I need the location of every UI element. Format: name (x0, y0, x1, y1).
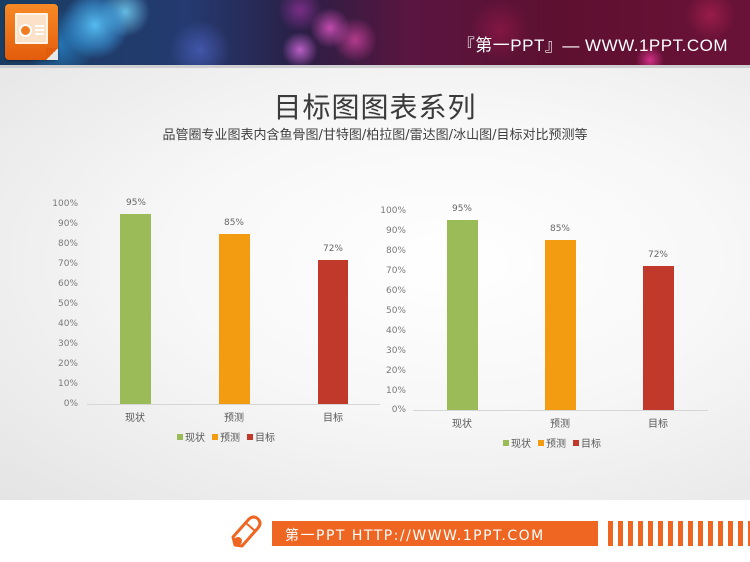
bar-mubiao (643, 266, 674, 410)
data-label: 72% (322, 244, 343, 254)
legend-item: 目标 (573, 435, 601, 450)
x-axis-line (413, 410, 708, 411)
y-tick: 80% (57, 239, 78, 249)
bar-yuce (545, 240, 576, 410)
category-label: 预测 (224, 413, 244, 424)
y-tick: 100% (52, 199, 78, 209)
y-tick: 60% (57, 279, 78, 289)
legend-item: 目标 (247, 429, 275, 444)
powerpoint-icon (5, 4, 58, 60)
y-tick: 10% (57, 379, 78, 389)
y-tick: 30% (57, 339, 78, 349)
y-tick: 70% (57, 259, 78, 269)
legend-item: 预测 (538, 435, 566, 450)
y-tick: 40% (57, 319, 78, 329)
bar-xianzhuang (120, 214, 151, 404)
y-tick: 20% (385, 366, 406, 376)
y-tick: 20% (57, 359, 78, 369)
data-label: 72% (647, 250, 668, 260)
y-tick: 70% (385, 266, 406, 276)
category-label: 目标 (648, 419, 668, 430)
category-label: 目标 (323, 413, 343, 424)
y-tick: 100% (380, 206, 406, 216)
pencil-icon (231, 515, 262, 548)
bar-mubiao (318, 260, 348, 404)
footer-stripes (608, 521, 750, 546)
y-tick: 0% (63, 399, 78, 409)
y-tick: 60% (385, 286, 406, 296)
category-label: 现状 (452, 419, 472, 430)
data-label: 95% (125, 198, 146, 208)
y-tick: 40% (385, 326, 406, 336)
legend-swatch-red (573, 439, 579, 446)
y-tick: 50% (57, 299, 78, 309)
category-label: 预测 (550, 419, 570, 430)
footer-link[interactable]: 第一PPT HTTP://WWW.1PPT.COM (285, 528, 545, 544)
legend-swatch-green (503, 439, 509, 446)
page-title: 目标图图表系列 (273, 91, 477, 124)
data-label: 95% (451, 204, 472, 214)
data-label: 85% (223, 218, 244, 228)
legend-swatch-red (247, 433, 253, 440)
chart-legend: 现状 预测 目标 (503, 435, 604, 450)
legend-swatch-orange (538, 439, 544, 446)
page-subtitle: 品管圈专业图表内含鱼骨图/甘特图/柏拉图/雷达图/冰山图/目标对比预测等 (162, 128, 588, 143)
legend-item: 预测 (212, 429, 240, 444)
chart-legend: 现状 预测 目标 (177, 429, 278, 444)
y-tick: 10% (385, 386, 406, 396)
category-label: 现状 (125, 413, 145, 424)
legend-item: 现状 (503, 435, 531, 450)
bar-xianzhuang (447, 220, 478, 410)
y-tick: 90% (57, 219, 78, 229)
x-axis-line (87, 404, 380, 405)
y-tick: 0% (391, 405, 406, 415)
legend-swatch-green (177, 433, 183, 440)
footer-banner (272, 521, 598, 546)
header-title: 『第一PPT』— WWW.1PPT.COM (457, 36, 728, 55)
header-divider (0, 65, 750, 68)
y-tick: 90% (385, 226, 406, 236)
legend-swatch-orange (212, 433, 218, 440)
legend-item: 现状 (177, 429, 205, 444)
y-tick: 50% (385, 306, 406, 316)
data-label: 85% (549, 224, 570, 234)
y-tick: 30% (385, 346, 406, 356)
bar-yuce (219, 234, 250, 404)
header-banner: 『第一PPT』— WWW.1PPT.COM (0, 0, 750, 65)
y-tick: 80% (385, 246, 406, 256)
